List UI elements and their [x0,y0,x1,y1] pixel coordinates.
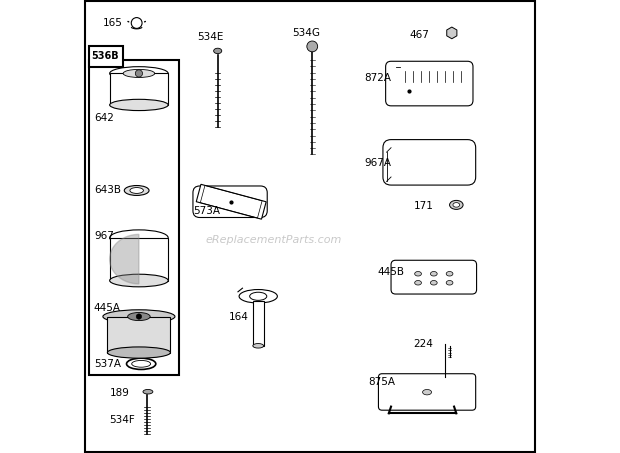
Ellipse shape [126,358,156,370]
Text: 536B: 536B [92,51,119,61]
Ellipse shape [110,99,168,111]
Ellipse shape [450,200,463,209]
Circle shape [307,41,317,52]
FancyBboxPatch shape [386,61,473,106]
Ellipse shape [143,390,153,394]
Ellipse shape [110,67,168,80]
Circle shape [135,70,143,77]
Polygon shape [197,184,266,219]
Circle shape [131,18,142,29]
Bar [107,317,170,352]
FancyBboxPatch shape [89,60,179,375]
Text: 467: 467 [409,30,429,40]
Ellipse shape [430,280,437,285]
Ellipse shape [107,347,170,358]
Text: 643B: 643B [94,185,121,196]
Text: 573A: 573A [193,206,220,216]
Ellipse shape [453,202,459,207]
Ellipse shape [253,343,264,348]
Ellipse shape [250,292,267,300]
Ellipse shape [124,186,149,195]
Bar [253,301,264,346]
Text: eReplacementParts.com: eReplacementParts.com [206,235,342,245]
Text: 165: 165 [103,18,123,28]
Circle shape [136,314,141,319]
Bar [110,238,168,280]
Text: 967A: 967A [364,159,391,169]
Ellipse shape [415,280,422,285]
Text: 872A: 872A [364,73,391,83]
FancyBboxPatch shape [378,374,476,410]
Ellipse shape [131,361,151,367]
Ellipse shape [130,188,143,193]
FancyBboxPatch shape [193,186,267,217]
Ellipse shape [430,271,437,276]
Ellipse shape [446,271,453,276]
Ellipse shape [423,390,432,395]
Bar [110,73,168,105]
FancyBboxPatch shape [89,46,123,67]
Ellipse shape [110,274,168,287]
Text: 967: 967 [94,231,113,241]
Text: 642: 642 [94,113,113,124]
Ellipse shape [123,69,154,77]
Text: 537A: 537A [94,359,121,369]
Ellipse shape [103,310,175,323]
Ellipse shape [214,48,222,53]
Ellipse shape [110,230,168,246]
Ellipse shape [415,271,422,276]
Text: 875A: 875A [368,377,396,387]
Text: 224: 224 [414,338,433,348]
FancyBboxPatch shape [391,260,477,294]
Polygon shape [110,234,139,284]
Ellipse shape [239,289,277,303]
Text: 171: 171 [414,201,433,211]
Text: 164: 164 [229,312,249,322]
Text: 445A: 445A [94,303,121,313]
Text: 445B: 445B [378,266,404,276]
Ellipse shape [128,313,150,321]
Text: 534G: 534G [292,28,320,38]
Text: 189: 189 [110,388,130,398]
Text: 534E: 534E [197,33,224,43]
Ellipse shape [446,280,453,285]
FancyBboxPatch shape [383,140,476,185]
Text: 534F: 534F [110,415,135,425]
